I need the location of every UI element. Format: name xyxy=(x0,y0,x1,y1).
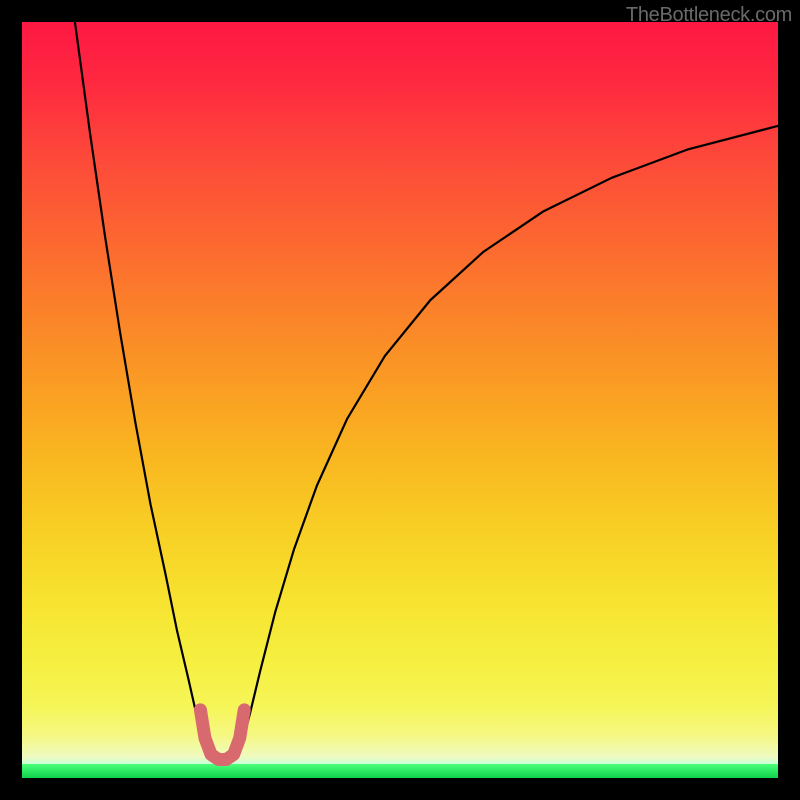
bottom-green-strip xyxy=(22,764,778,778)
chart-container: TheBottleneck.com xyxy=(0,0,800,800)
chart-svg xyxy=(0,0,800,800)
gradient-background xyxy=(22,22,778,764)
